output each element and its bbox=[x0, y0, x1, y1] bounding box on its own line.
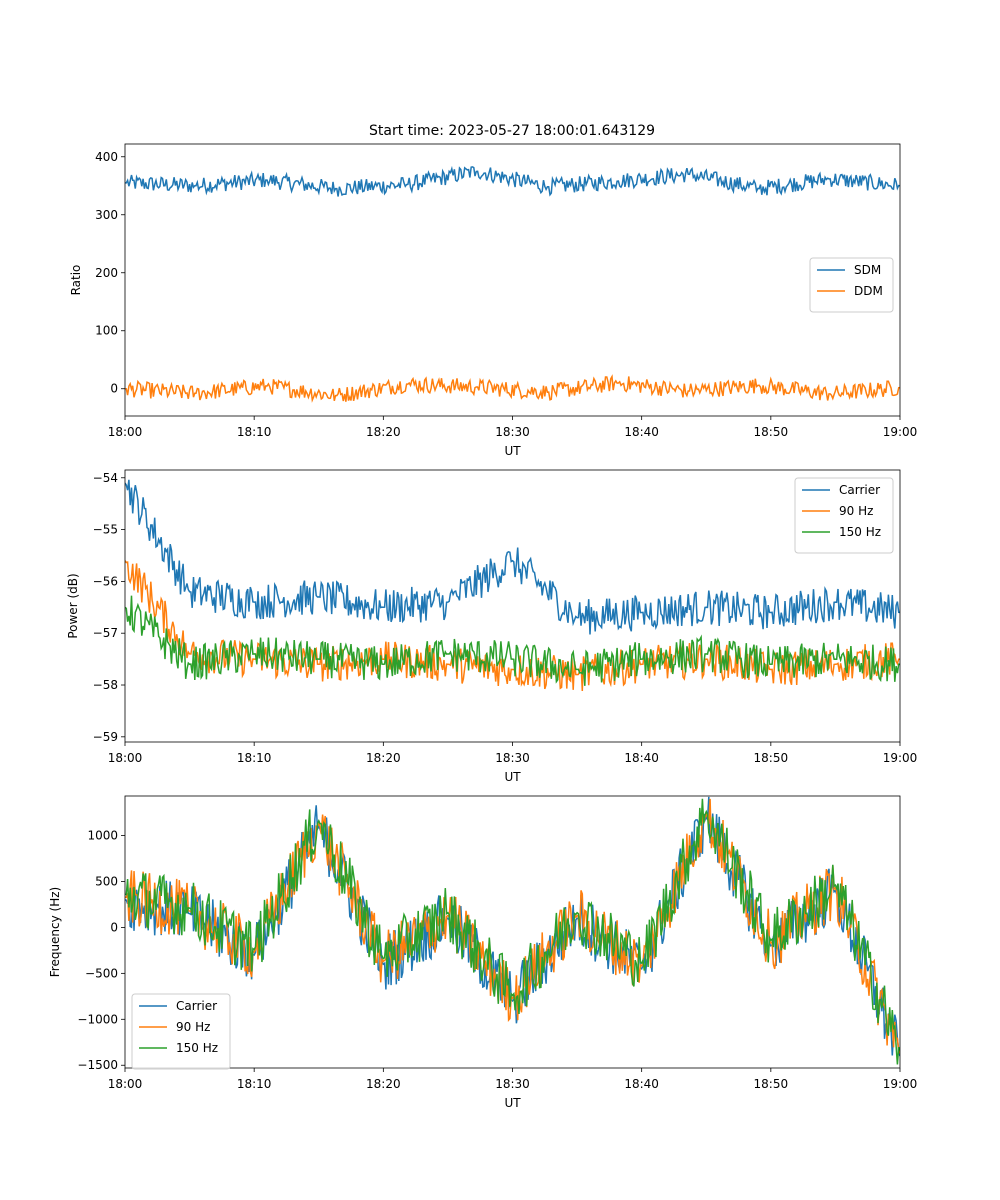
x-tick-label: 18:50 bbox=[754, 1077, 789, 1091]
figure-title: Start time: 2023-05-27 18:00:01.643129 bbox=[369, 123, 655, 139]
x-tick-label: 18:30 bbox=[495, 751, 530, 765]
power-series-90-hz bbox=[125, 560, 900, 692]
x-tick-label: 18:20 bbox=[366, 751, 401, 765]
x-tick-label: 18:40 bbox=[624, 751, 659, 765]
frequency-panel: 18:00 18:10 18:20 18:30 18:40 18:50 19:00 −1500… bbox=[48, 795, 918, 1110]
power-series-carrier bbox=[125, 479, 900, 635]
frequency-series-150-hz bbox=[125, 798, 900, 1065]
frequency-series-90-hz bbox=[125, 798, 900, 1054]
y-tick-label: −56 bbox=[93, 574, 118, 588]
legend-label: SDM bbox=[854, 263, 881, 277]
y-tick-label: 500 bbox=[95, 874, 118, 888]
x-axis-label: UT bbox=[504, 770, 521, 784]
legend-label: DDM bbox=[854, 284, 883, 298]
ratio-panel: 18:00 18:10 18:20 18:30 18:40 18:50 19:00 0 100 2… bbox=[69, 143, 918, 458]
x-tick-label: 18:40 bbox=[624, 1077, 659, 1091]
x-axis-label: UT bbox=[504, 444, 521, 458]
y-tick-label: 0 bbox=[110, 920, 118, 934]
y-axis-label: Ratio bbox=[69, 265, 83, 296]
y-tick-label: −58 bbox=[93, 678, 118, 692]
ratio-series-ddm bbox=[125, 374, 900, 403]
y-tick-label: −1000 bbox=[77, 1012, 118, 1026]
power-legend: Carrier 90 Hz 150 Hz bbox=[794, 477, 894, 554]
ratio-legend: SDM DDM bbox=[809, 257, 894, 313]
frequency-legend: Carrier 90 Hz 150 Hz bbox=[131, 993, 231, 1070]
y-tick-label: −500 bbox=[85, 966, 118, 980]
x-tick-label: 19:00 bbox=[883, 751, 918, 765]
x-tick-label: 19:00 bbox=[883, 425, 918, 439]
x-tick-label: 18:00 bbox=[108, 751, 143, 765]
power-panel: 18:00 18:10 18:20 18:30 18:40 18:50 19:00 −59 −5… bbox=[66, 469, 918, 784]
y-tick-label: 200 bbox=[95, 266, 118, 280]
legend-label: 90 Hz bbox=[839, 504, 873, 518]
x-tick-label: 18:30 bbox=[495, 1077, 530, 1091]
x-tick-label: 18:20 bbox=[366, 1077, 401, 1091]
x-tick-label: 18:50 bbox=[754, 425, 789, 439]
x-tick-label: 18:40 bbox=[624, 425, 659, 439]
y-axis-label: Frequency (Hz) bbox=[48, 887, 62, 978]
x-tick-label: 19:00 bbox=[883, 1077, 918, 1091]
legend-label: 150 Hz bbox=[839, 525, 881, 539]
x-tick-label: 18:10 bbox=[237, 425, 272, 439]
x-tick-label: 18:10 bbox=[237, 751, 272, 765]
y-tick-label: 1000 bbox=[87, 829, 118, 843]
ratio-series-sdm bbox=[125, 165, 900, 197]
legend-label: 150 Hz bbox=[176, 1041, 218, 1055]
x-tick-label: 18:30 bbox=[495, 425, 530, 439]
y-tick-label: −59 bbox=[93, 730, 118, 744]
y-tick-label: 400 bbox=[95, 150, 118, 164]
x-tick-label: 18:10 bbox=[237, 1077, 272, 1091]
y-tick-label: −54 bbox=[93, 471, 118, 485]
x-tick-label: 18:00 bbox=[108, 1077, 143, 1091]
legend-label: 90 Hz bbox=[176, 1020, 210, 1034]
y-tick-label: −55 bbox=[93, 523, 118, 537]
x-axis-label: UT bbox=[504, 1096, 521, 1110]
x-tick-label: 18:00 bbox=[108, 425, 143, 439]
x-tick-label: 18:50 bbox=[754, 751, 789, 765]
y-tick-label: −57 bbox=[93, 626, 118, 640]
y-axis-label: Power (dB) bbox=[66, 573, 80, 638]
x-tick-label: 18:20 bbox=[366, 425, 401, 439]
legend-label: Carrier bbox=[176, 999, 217, 1013]
y-tick-label: 300 bbox=[95, 208, 118, 222]
y-tick-label: 100 bbox=[95, 324, 118, 338]
y-tick-label: 0 bbox=[110, 382, 118, 396]
power-series-150-hz bbox=[125, 595, 900, 686]
legend-label: Carrier bbox=[839, 483, 880, 497]
y-tick-label: −1500 bbox=[77, 1058, 118, 1072]
frequency-series-carrier bbox=[125, 796, 900, 1057]
